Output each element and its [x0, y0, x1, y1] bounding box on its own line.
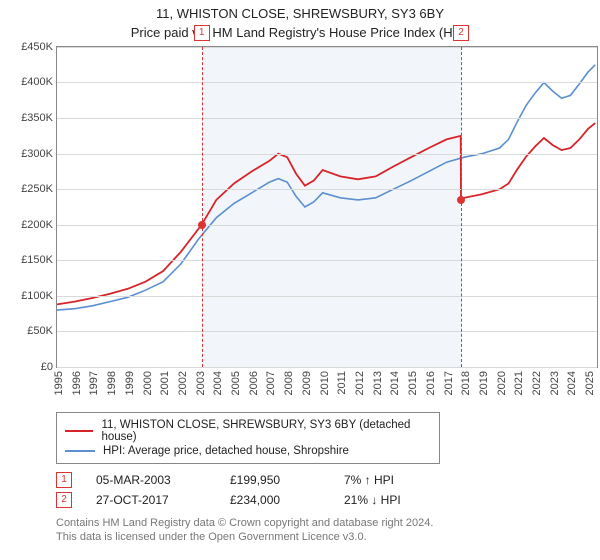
x-axis-label: 1996 [71, 371, 83, 395]
x-axis-label: 2002 [177, 371, 189, 395]
series-hpi [57, 65, 595, 310]
x-axis-label: 2021 [513, 371, 525, 395]
chart-title-address: 11, WHISTON CLOSE, SHREWSBURY, SY3 6BY [10, 6, 590, 23]
x-axis-label: 2024 [566, 371, 578, 395]
sale-marker-badge: 1 [194, 25, 210, 41]
x-axis-label: 2022 [531, 371, 543, 395]
y-axis-label: £50K [27, 325, 53, 337]
legend-label: 11, WHISTON CLOSE, SHREWSBURY, SY3 6BY (… [101, 419, 431, 443]
chart-lines-svg [57, 47, 597, 367]
y-axis-label: £400K [21, 76, 53, 88]
footer-line-2: This data is licensed under the Open Gov… [56, 530, 590, 544]
legend-swatch [65, 430, 93, 432]
sale-row-price: £199,950 [230, 473, 320, 487]
x-axis-label: 2011 [336, 371, 348, 395]
sale-row: 2 27-OCT-2017 £234,000 21% ↓ HPI [56, 492, 590, 508]
sales-table: 1 05-MAR-2003 £199,950 7% ↑ HPI 2 27-OCT-2017… [56, 472, 590, 508]
y-axis-label: £0 [41, 361, 53, 373]
x-axis-label: 1998 [106, 371, 118, 395]
sale-row-delta: 21% ↓ HPI [344, 493, 401, 507]
footer-line-1: Contains HM Land Registry data © Crown c… [56, 516, 590, 530]
chart-subtitle: Price paid vs. HM Land Registry's House … [10, 25, 590, 40]
y-gridline [57, 296, 597, 297]
x-axis-label: 2016 [425, 371, 437, 395]
sale-row-date: 05-MAR-2003 [96, 473, 206, 487]
x-axis-label: 2005 [230, 371, 242, 395]
sale-row-badge: 2 [56, 492, 72, 508]
y-axis-label: £100K [21, 290, 53, 302]
x-axis-label: 2018 [460, 371, 472, 395]
chart-plot-area: £0£50K£100K£150K£200K£250K£300K£350K£400… [56, 46, 598, 368]
y-gridline [57, 331, 597, 332]
x-axis-label: 1995 [53, 371, 65, 395]
y-gridline [57, 225, 597, 226]
y-gridline [57, 47, 597, 48]
x-axis-label: 2009 [301, 371, 313, 395]
x-axis-label: 2013 [372, 371, 384, 395]
x-axis-label: 2004 [212, 371, 224, 395]
y-gridline [57, 189, 597, 190]
sale-marker-dot [198, 221, 206, 229]
series-property [57, 123, 595, 304]
y-axis-label: £450K [21, 41, 53, 53]
x-axis-label: 2010 [319, 371, 331, 395]
x-axis-label: 2017 [443, 371, 455, 395]
x-axis-label: 1997 [88, 371, 100, 395]
sale-row-delta: 7% ↑ HPI [344, 473, 394, 487]
sale-row-badge: 1 [56, 472, 72, 488]
footer-attribution: Contains HM Land Registry data © Crown c… [56, 516, 590, 545]
sale-marker-line [461, 47, 462, 367]
y-gridline [57, 260, 597, 261]
x-axis-label: 2015 [407, 371, 419, 395]
x-axis-label: 2020 [496, 371, 508, 395]
sale-row-date: 27-OCT-2017 [96, 493, 206, 507]
sale-row-price: £234,000 [230, 493, 320, 507]
chart-legend: 11, WHISTON CLOSE, SHREWSBURY, SY3 6BY (… [56, 412, 440, 464]
y-axis-label: £200K [21, 219, 53, 231]
legend-item: HPI: Average price, detached house, Shro… [65, 445, 431, 457]
sale-marker-dot [457, 196, 465, 204]
y-gridline [57, 118, 597, 119]
legend-label: HPI: Average price, detached house, Shro… [103, 445, 349, 457]
sale-marker-line [202, 47, 203, 367]
x-axis-label: 2001 [159, 371, 171, 395]
x-axis-label: 2012 [354, 371, 366, 395]
x-axis-label: 2019 [478, 371, 490, 395]
x-axis-label: 2000 [142, 371, 154, 395]
y-axis-label: £250K [21, 183, 53, 195]
x-axis-label: 2023 [549, 371, 561, 395]
sale-marker-badge: 2 [453, 25, 469, 41]
x-axis-label: 2006 [248, 371, 260, 395]
x-axis-label: 2014 [389, 371, 401, 395]
x-axis-label: 2025 [584, 371, 596, 395]
x-axis-label: 2007 [265, 371, 277, 395]
x-axis-label: 2008 [283, 371, 295, 395]
y-axis-label: £300K [21, 148, 53, 160]
x-axis-label: 1999 [124, 371, 136, 395]
sale-row: 1 05-MAR-2003 £199,950 7% ↑ HPI [56, 472, 590, 488]
y-gridline [57, 154, 597, 155]
y-gridline [57, 82, 597, 83]
legend-swatch [65, 450, 95, 452]
y-gridline [57, 367, 597, 368]
y-axis-label: £150K [21, 254, 53, 266]
y-axis-label: £350K [21, 112, 53, 124]
legend-item: 11, WHISTON CLOSE, SHREWSBURY, SY3 6BY (… [65, 419, 431, 443]
x-axis-label: 2003 [195, 371, 207, 395]
